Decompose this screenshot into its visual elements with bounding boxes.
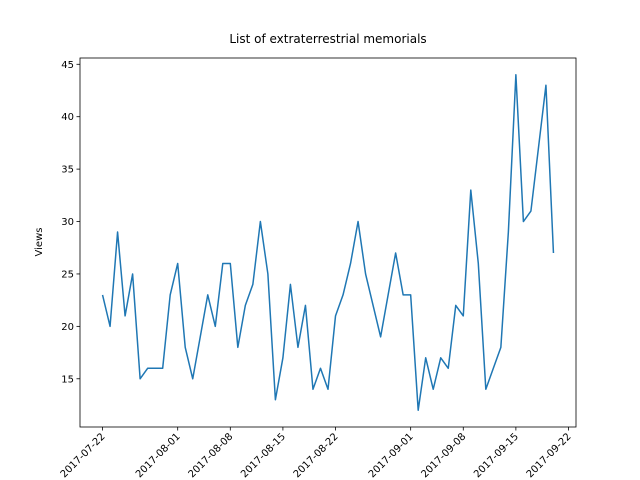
y-tick-label: 45 xyxy=(61,60,74,71)
x-tick-label: 2017-08-22 xyxy=(292,431,341,480)
x-tick-label: 2017-08-15 xyxy=(239,431,288,480)
x-tick-label: 2017-09-01 xyxy=(367,431,416,480)
x-tick-label: 2017-09-22 xyxy=(525,431,574,480)
plot-frame xyxy=(79,57,577,428)
y-tick-label: 35 xyxy=(61,165,74,176)
y-tick-label: 30 xyxy=(61,217,74,228)
y-tick-label: 20 xyxy=(61,322,74,333)
chart-title: List of extraterrestrial memorials xyxy=(229,32,426,46)
data-line xyxy=(101,74,555,411)
x-tick-label: 2017-08-08 xyxy=(187,431,236,480)
x-tick-label: 2017-09-08 xyxy=(420,431,469,480)
x-tick-label: 2017-09-15 xyxy=(472,431,521,480)
x-tick-label: 2017-07-22 xyxy=(59,431,108,480)
y-axis-label: Views xyxy=(34,228,45,257)
y-tick-label: 25 xyxy=(61,269,74,280)
x-tick-label: 2017-08-01 xyxy=(134,431,183,480)
y-tick-label: 15 xyxy=(61,374,74,385)
y-tick-label: 40 xyxy=(61,112,74,123)
